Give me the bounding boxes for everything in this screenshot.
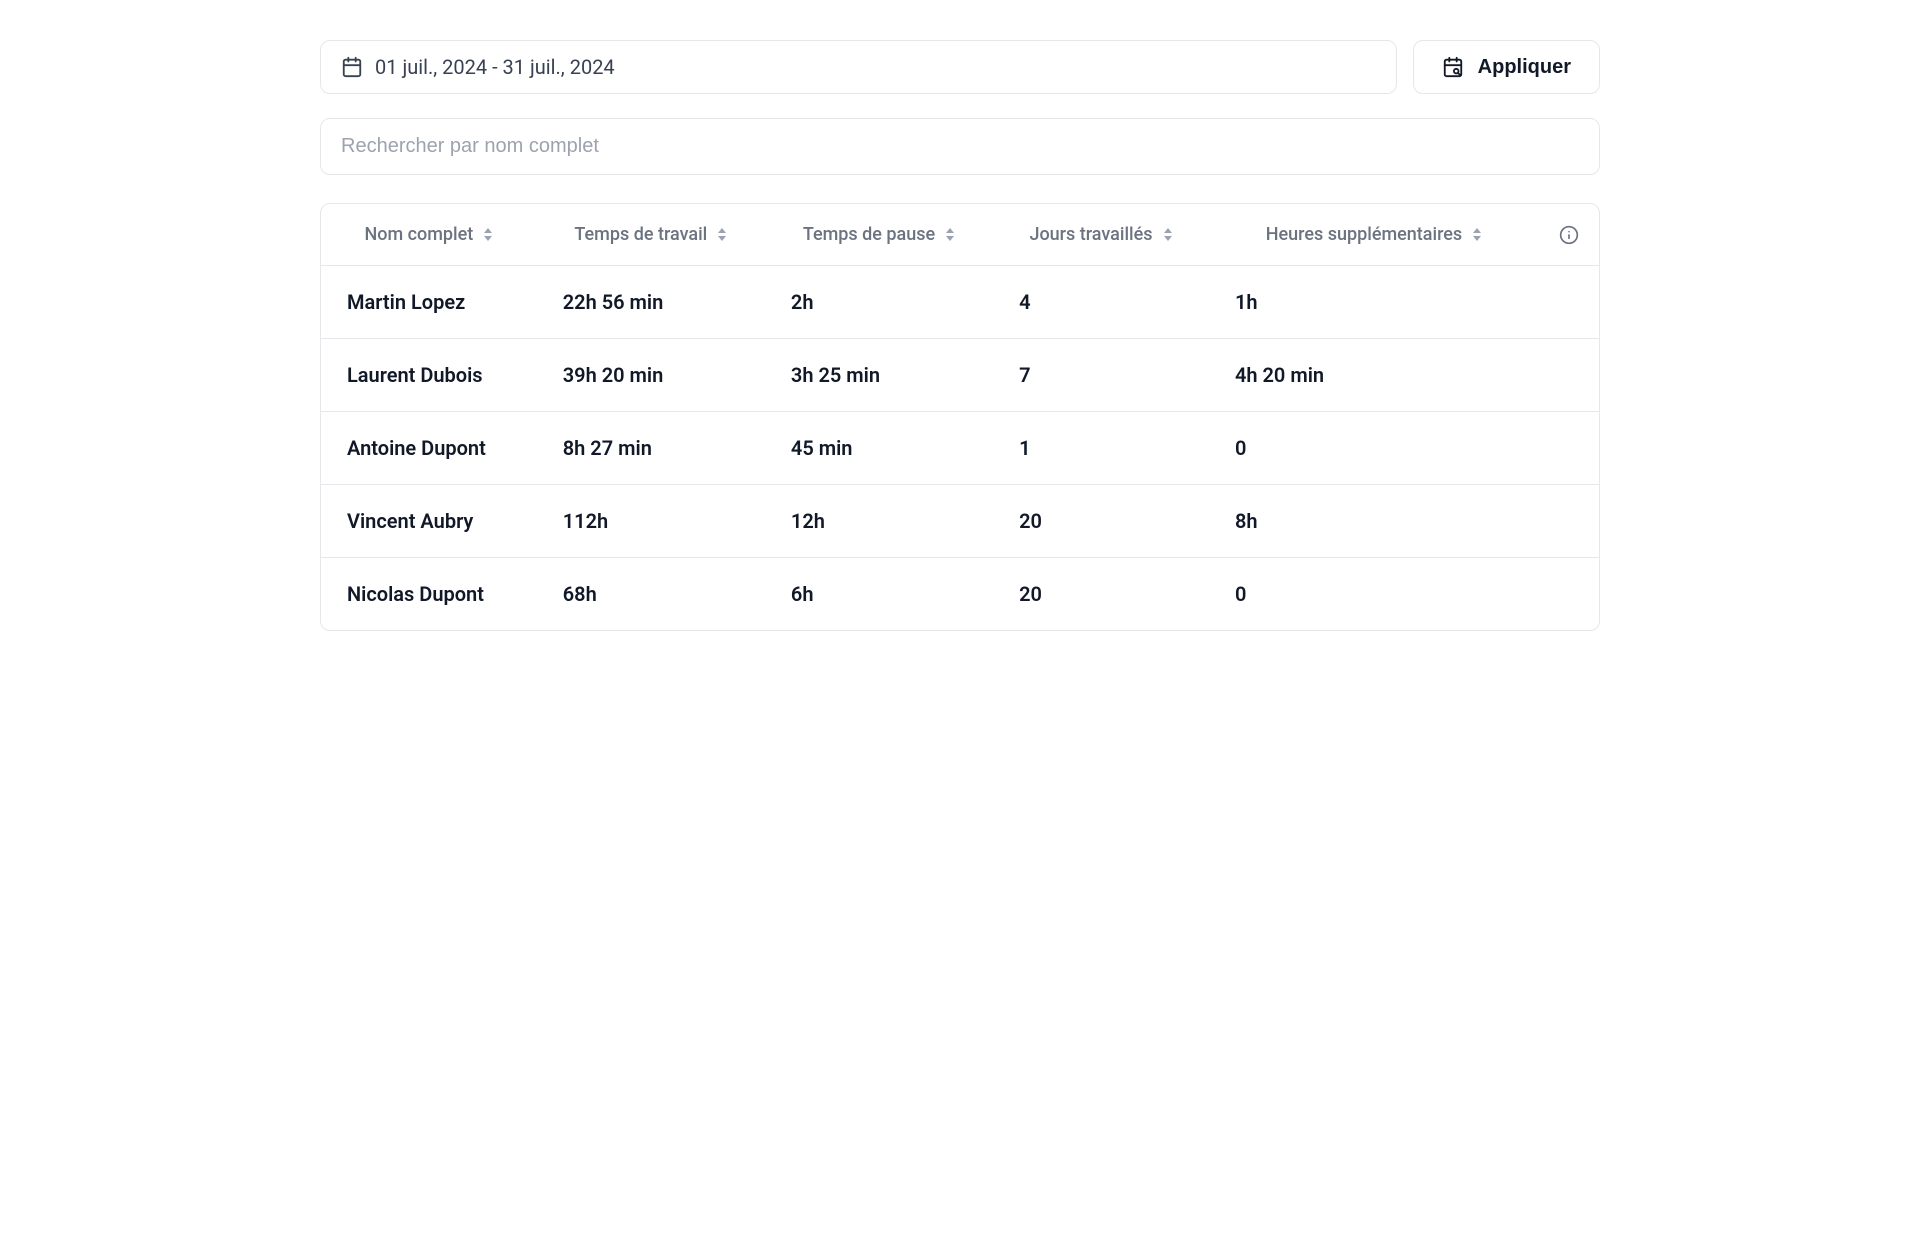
calendar-icon [341, 56, 363, 78]
column-header-overtime[interactable]: Heures supplémentaires [1209, 204, 1539, 266]
cell-pause-time: 2h [765, 266, 993, 339]
search-input[interactable] [320, 118, 1600, 175]
table-row[interactable]: Laurent Dubois 39h 20 min 3h 25 min 7 4h… [321, 339, 1599, 412]
cell-overtime: 8h [1209, 485, 1539, 558]
cell-pause-time: 45 min [765, 412, 993, 485]
cell-name: Vincent Aubry [321, 485, 537, 558]
cell-work-time: 22h 56 min [537, 266, 765, 339]
cell-overtime: 4h 20 min [1209, 339, 1539, 412]
cell-overtime: 0 [1209, 558, 1539, 631]
cell-name: Antoine Dupont [321, 412, 537, 485]
cell-empty [1539, 558, 1599, 631]
table-row[interactable]: Vincent Aubry 112h 12h 20 8h [321, 485, 1599, 558]
cell-name: Nicolas Dupont [321, 558, 537, 631]
sort-icon [717, 228, 727, 241]
column-label: Temps de travail [574, 222, 707, 247]
calendar-search-icon [1442, 56, 1464, 78]
cell-empty [1539, 485, 1599, 558]
cell-empty [1539, 266, 1599, 339]
sort-icon [1472, 228, 1482, 241]
timesheet-table: Nom complet Temps de travail [321, 204, 1599, 630]
date-range-label: 01 juil., 2024 - 31 juil., 2024 [375, 55, 615, 79]
sort-icon [945, 228, 955, 241]
cell-pause-time: 3h 25 min [765, 339, 993, 412]
cell-days: 20 [993, 485, 1209, 558]
table-wrapper: Nom complet Temps de travail [320, 203, 1600, 631]
table-body: Martin Lopez 22h 56 min 2h 4 1h Laurent … [321, 266, 1599, 631]
cell-pause-time: 6h [765, 558, 993, 631]
column-header-work-time[interactable]: Temps de travail [537, 204, 765, 266]
column-label: Heures supplémentaires [1266, 222, 1462, 247]
table-row[interactable]: Nicolas Dupont 68h 6h 20 0 [321, 558, 1599, 631]
cell-empty [1539, 412, 1599, 485]
cell-days: 1 [993, 412, 1209, 485]
info-icon[interactable] [1559, 225, 1579, 245]
cell-name: Laurent Dubois [321, 339, 537, 412]
cell-days: 20 [993, 558, 1209, 631]
cell-work-time: 68h [537, 558, 765, 631]
table-row[interactable]: Martin Lopez 22h 56 min 2h 4 1h [321, 266, 1599, 339]
column-label: Nom complet [364, 222, 473, 247]
table-row[interactable]: Antoine Dupont 8h 27 min 45 min 1 0 [321, 412, 1599, 485]
table-header-row: Nom complet Temps de travail [321, 204, 1599, 266]
cell-work-time: 112h [537, 485, 765, 558]
cell-work-time: 39h 20 min [537, 339, 765, 412]
cell-pause-time: 12h [765, 485, 993, 558]
cell-days: 4 [993, 266, 1209, 339]
column-label: Temps de pause [803, 222, 935, 247]
toolbar: 01 juil., 2024 - 31 juil., 2024 Applique… [320, 40, 1600, 94]
cell-days: 7 [993, 339, 1209, 412]
sort-icon [483, 228, 493, 241]
apply-button-label: Appliquer [1478, 56, 1571, 79]
apply-button[interactable]: Appliquer [1413, 40, 1600, 94]
column-header-name[interactable]: Nom complet [321, 204, 537, 266]
cell-name: Martin Lopez [321, 266, 537, 339]
cell-work-time: 8h 27 min [537, 412, 765, 485]
page-container: 01 juil., 2024 - 31 juil., 2024 Applique… [320, 40, 1600, 631]
cell-overtime: 0 [1209, 412, 1539, 485]
date-range-picker[interactable]: 01 juil., 2024 - 31 juil., 2024 [320, 40, 1397, 94]
column-header-days-worked[interactable]: Jours travaillés [993, 204, 1209, 266]
column-label: Jours travaillés [1029, 222, 1152, 247]
cell-empty [1539, 339, 1599, 412]
sort-icon [1163, 228, 1173, 241]
cell-overtime: 1h [1209, 266, 1539, 339]
column-header-pause-time[interactable]: Temps de pause [765, 204, 993, 266]
column-header-info [1539, 204, 1599, 266]
